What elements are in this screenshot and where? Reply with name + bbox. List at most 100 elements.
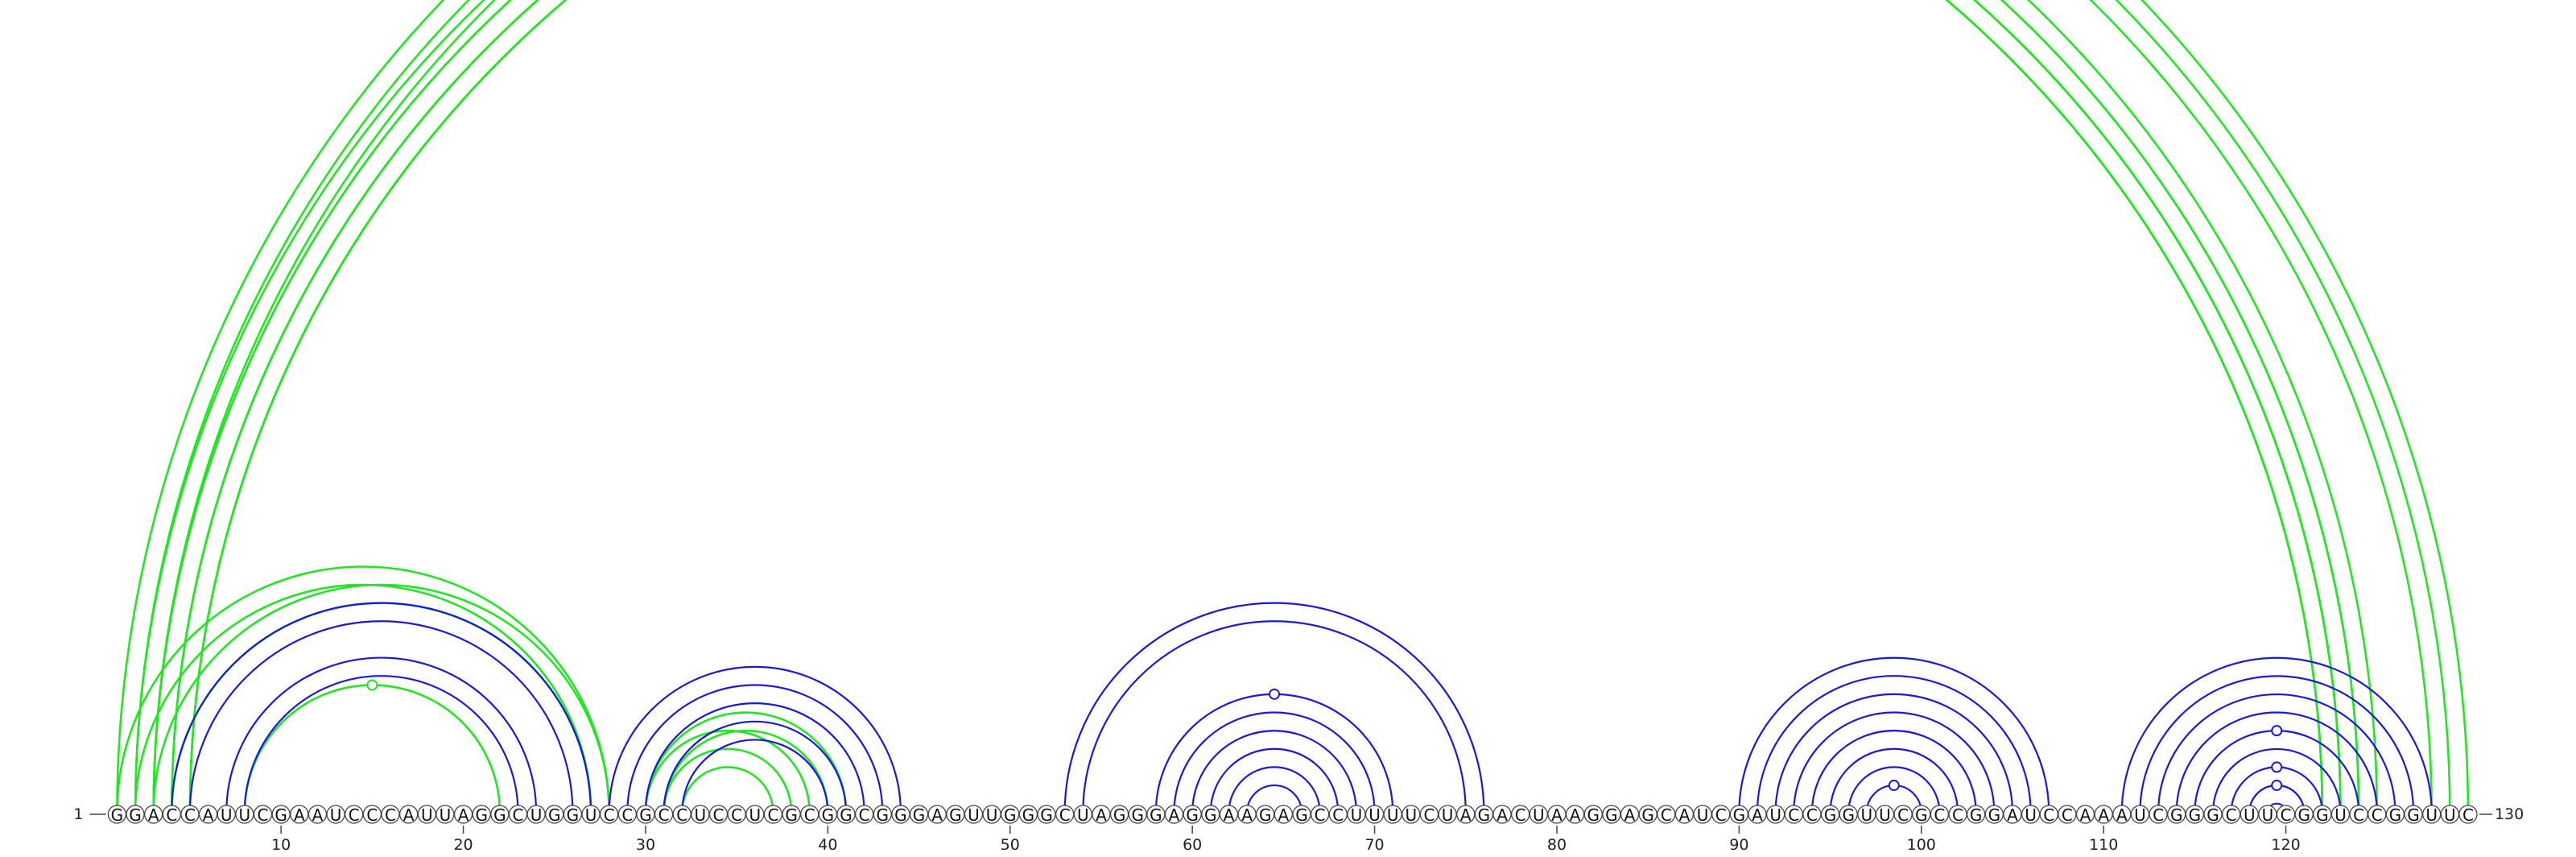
nucleotide-letter: C (676, 805, 687, 825)
nucleotide-letter: G (2407, 805, 2420, 825)
pair-arc-blue (1245, 784, 1303, 814)
nucleotide-letter: C (1332, 805, 1344, 825)
hairpin-loop-marker (366, 679, 378, 691)
nucleotide-letter: G (2207, 805, 2219, 825)
hairpin-loop-marker (1888, 780, 1900, 792)
nucleotide-letter: G (1478, 805, 1491, 825)
nucleotide-letter: G (111, 805, 124, 825)
nucleotide-letter: G (1605, 805, 1618, 825)
pair-arc-blue (1756, 675, 2032, 814)
pair-arc-green (680, 766, 774, 814)
nucleotide-letter: U (2244, 805, 2256, 825)
nucleotide-letter: A (1278, 805, 1290, 825)
nucleotide-letter: C (859, 805, 870, 825)
nucleotide-letter: U (421, 805, 433, 825)
nucleotide-letter: G (1641, 805, 1654, 825)
position-tick-label: 30 (636, 836, 655, 854)
position-axis: 10 20 30 40 50 60 70 80 90 100 110 120 (271, 826, 2301, 854)
pair-arc-blue (2175, 711, 2378, 814)
nucleotide-letter: C (2226, 805, 2237, 825)
nucleotide-letter: A (203, 805, 214, 825)
pair-arc-blue (1191, 730, 1358, 814)
nucleotide-letter: U (2134, 805, 2146, 825)
nucleotide-letter: C (1423, 805, 1435, 825)
nucleotide-letter: U (1861, 805, 1873, 825)
nucleotide-letter: G (2297, 805, 2310, 825)
nucleotide-letter: G (567, 805, 580, 825)
pair-arc-green (644, 729, 811, 814)
nucleotide-letter: A (1241, 805, 1253, 825)
nucleotide-letter: C (713, 805, 724, 825)
nucleotide-letter: A (2116, 805, 2128, 825)
nucleotide-letter: C (1788, 805, 1799, 825)
nucleotide-letter: G (1150, 805, 1162, 825)
nucleotide-letter: C (366, 805, 378, 825)
nucleotide-letter: C (2462, 805, 2474, 825)
nucleotide-letter: G (1204, 805, 1217, 825)
nucleotide-letter: G (1824, 805, 1837, 825)
nucleotide-letter: G (1131, 805, 1144, 825)
nucleotide-letter: U (1769, 805, 1781, 825)
nucleotide-letter: A (1096, 805, 1107, 825)
pair-arc-green (663, 747, 793, 814)
position-tick-label: 20 (453, 836, 473, 854)
nucleotide-letter: C (1315, 805, 1326, 825)
position-tick-label: 10 (271, 836, 291, 854)
nucleotide-letter: U (239, 805, 251, 825)
pair-arc-blue (626, 684, 884, 814)
nucleotide-letter: A (148, 805, 159, 825)
nucleotide-letter: U (1368, 805, 1381, 825)
pair-arc-green (152, 0, 2360, 814)
pair-arc-blue (1810, 730, 1977, 814)
pair-arc-green (171, 602, 592, 814)
nucleotide-letter: G (493, 805, 506, 825)
nucleotide-letter: C (2062, 805, 2073, 825)
pair-arc-blue (1738, 656, 2050, 814)
position-tick-label: 50 (1001, 836, 1020, 854)
nucleotide-letter: G (2316, 805, 2329, 825)
hairpin-loop-marker (2271, 780, 2283, 792)
nucleotide-letter: G (275, 805, 287, 825)
nucleotide-letter: C (349, 805, 360, 825)
base-pair-arcs (116, 0, 2470, 814)
nucleotide-letter: G (2389, 805, 2402, 825)
position-tick-label: 80 (1547, 836, 1567, 854)
nucleotide-letter: G (877, 805, 890, 825)
nucleotide-letter: A (458, 805, 469, 825)
nucleotide-letter: C (767, 805, 778, 825)
pair-arc-green (152, 583, 610, 814)
pair-arc-green (188, 0, 2324, 814)
sequence-backbone: 1 130 (73, 805, 2524, 823)
nucleotide-letter: A (294, 805, 305, 825)
nucleotide-letter: C (2153, 805, 2164, 825)
sequence-end-label: 130 (2495, 805, 2524, 823)
nucleotide-letter: G (840, 805, 852, 825)
nucleotide-letter: U (221, 805, 233, 825)
pair-arc-green (152, 0, 2433, 814)
nucleotide-letter: G (1733, 805, 1746, 825)
nucleotide-letter: C (1059, 805, 1071, 825)
nucleotide-letter: U (968, 805, 980, 825)
pair-arc-blue (1082, 620, 1467, 814)
hairpin-loop-marker (2271, 761, 2283, 773)
pair-arc-blue (2120, 656, 2433, 814)
nucleotide-letter: U (1387, 805, 1399, 825)
pair-arc-blue (1228, 766, 1321, 814)
nucleotide-letter: G (1022, 805, 1035, 825)
nucleotide-letter: C (1661, 805, 1672, 825)
nucleotide-letter: G (1186, 805, 1199, 825)
nucleotide-letter: G (913, 805, 926, 825)
nucleotide-letter: U (1697, 805, 1709, 825)
pair-arc-blue (2211, 747, 2342, 814)
nucleotide-letter: C (1934, 805, 1945, 825)
nucleotide-letter: C (1897, 805, 1909, 825)
nucleotide-letter: G (1970, 805, 1983, 825)
pair-arc-blue (1173, 711, 1376, 814)
nucleotide-letter: A (403, 805, 415, 825)
nucleotide-letter: G (475, 805, 488, 825)
pair-arc-blue (2157, 693, 2396, 814)
pair-arc-green (152, 0, 2360, 814)
nucleotide-letter: C (658, 805, 670, 825)
pair-arc-blue (243, 675, 519, 814)
